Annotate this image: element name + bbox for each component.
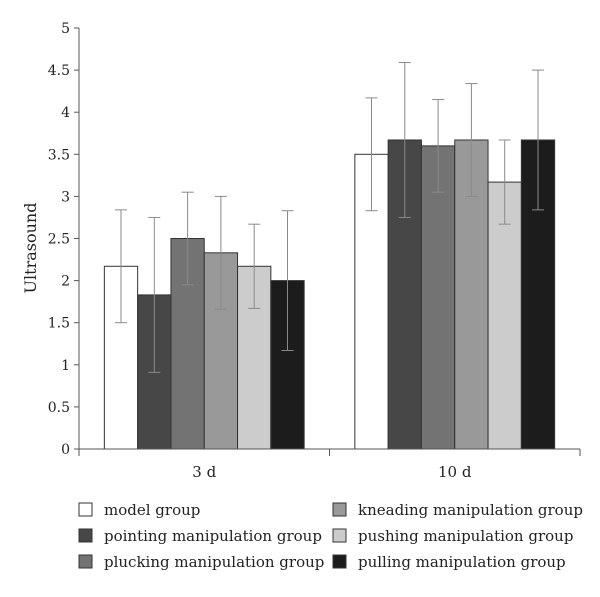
y-tick-label: 1.5 — [48, 316, 70, 332]
y-axis-label: Ultrasound — [21, 203, 40, 294]
y-tick-label: 4 — [61, 105, 70, 121]
y-tick-label: 2.5 — [48, 232, 70, 248]
bar — [487, 181, 522, 450]
y-axis: 0 0.5 1 1.5 2 2.5 3 3.5 4 4.5 5 — [48, 21, 80, 458]
x-category-label: 3 d — [192, 463, 216, 481]
y-tick-label: 1 — [61, 358, 70, 374]
legend-label: pointing manipulation group — [104, 527, 322, 545]
legend-label: kneading manipulation group — [358, 501, 583, 519]
bars — [103, 62, 556, 450]
y-tick-label: 3 — [61, 189, 70, 205]
y-tick-label: 2 — [61, 274, 70, 290]
legend-swatch — [78, 528, 93, 543]
legend-label: pushing manipulation group — [358, 527, 573, 545]
legend: model group pointing manipulation group pl… — [78, 501, 583, 571]
legend-label: plucking manipulation group — [104, 553, 324, 571]
y-tick-label: 4.5 — [48, 63, 70, 79]
legend-label: pulling manipulation group — [358, 553, 566, 571]
legend-swatch — [332, 554, 347, 569]
legend-swatch — [78, 554, 93, 569]
y-tick-label: 5 — [61, 21, 70, 37]
legend-swatch — [332, 502, 347, 517]
legend-label: model group — [104, 501, 200, 519]
y-tick-label: 0.5 — [48, 400, 70, 416]
y-tick-label: 3.5 — [48, 147, 70, 163]
x-category-label: 10 d — [438, 463, 472, 481]
legend-swatch — [78, 502, 93, 517]
y-tick-label: 0 — [61, 442, 70, 458]
x-axis: 3 d 10 d — [78, 448, 581, 481]
legend-swatch — [332, 528, 347, 543]
